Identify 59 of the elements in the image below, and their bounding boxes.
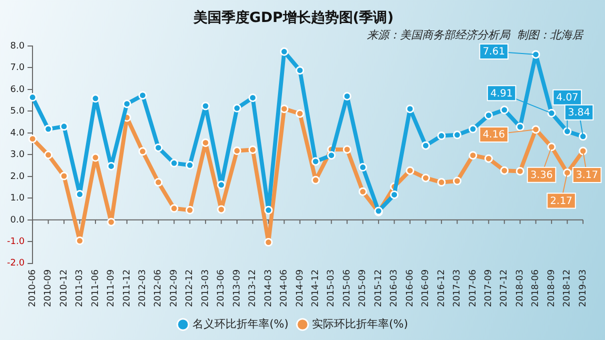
x-tick-label: 2013-06 <box>216 269 227 308</box>
data-label: 4.07 <box>556 92 578 104</box>
x-tick-label: 2011-03 <box>75 269 86 308</box>
x-tick-label: 2017-03 <box>452 269 463 308</box>
text: 0.0 <box>10 215 25 226</box>
x-tick-label: 2016-09 <box>421 269 432 308</box>
text: 5.0 <box>10 106 25 117</box>
text: 8.0 <box>10 41 25 52</box>
data-label: 3.84 <box>568 108 590 119</box>
x-tick-label: 2016-06 <box>405 269 416 308</box>
text: 3.0 <box>10 150 25 160</box>
data-label: 2.17 <box>550 196 572 207</box>
x-tick-label: 2015-03 <box>326 269 337 308</box>
text: -2.0 <box>7 258 25 269</box>
x-tick-label: 2012-06 <box>154 269 164 308</box>
text: 6.0 <box>10 84 25 95</box>
x-tick-label: 2012-12 <box>185 269 196 308</box>
text: 7.0 <box>10 63 25 74</box>
x-tick-label: 2018-06 <box>531 269 542 308</box>
x-tick-label: 2019-03 <box>578 269 588 308</box>
legend-label: 实际环比折年率(%) <box>312 317 408 330</box>
x-tick-label: 2011-09 <box>106 269 117 308</box>
x-tick-label: 2013-03 <box>200 269 211 308</box>
x-tick-label: 2018-03 <box>515 269 526 308</box>
x-tick-label: 2016-12 <box>436 269 447 308</box>
x-tick-label: 2017-06 <box>468 269 478 308</box>
text: 4.0 <box>10 128 25 138</box>
x-tick-label: 2014-03 <box>264 269 274 308</box>
text: 2.0 <box>10 172 25 182</box>
legend-label: 名义环比折年率(%) <box>192 317 289 330</box>
text: 1.0 <box>10 194 25 204</box>
data-label: 7.61 <box>482 46 505 58</box>
x-tick-label: 2011-06 <box>90 269 101 308</box>
x-tick-label: 2018-12 <box>562 269 573 308</box>
x-tick-label: 2015-12 <box>374 269 384 308</box>
chart-title: 美国季度GDP增长趋势图(季调) <box>192 9 394 26</box>
x-tick-label: 2014-12 <box>310 269 321 308</box>
x-tick-label: 2010-09 <box>44 269 54 308</box>
data-label: 4.16 <box>482 130 505 141</box>
x-tick-label: 2012-09 <box>169 269 180 308</box>
x-tick-label: 2014-06 <box>280 269 290 308</box>
data-label: 3.36 <box>530 170 553 181</box>
x-tick-label: 2017-12 <box>500 269 510 308</box>
x-tick-label: 2018-09 <box>546 269 557 308</box>
x-tick-label: 2010-12 <box>59 269 70 308</box>
x-tick-label: 2015-06 <box>342 269 352 308</box>
x-tick-label: 2014-09 <box>295 269 306 308</box>
x-tick-label: 2016-03 <box>390 269 400 308</box>
x-tick-label: 2013-09 <box>232 269 242 308</box>
data-label: 3.17 <box>576 170 598 182</box>
data-label: 4.91 <box>490 88 513 100</box>
x-tick-label: 2017-09 <box>484 269 494 308</box>
x-tick-label: 2011-12 <box>122 269 132 308</box>
chart-subtitle: 来源：美国商务部经济分析局 制图：北海居 <box>367 28 584 42</box>
x-tick-label: 2013-12 <box>248 269 258 308</box>
x-tick-label: 2015-09 <box>358 269 368 308</box>
x-tick-label: 2012-03 <box>138 269 148 308</box>
x-tick-label: 2010-06 <box>28 269 38 308</box>
text: -1.0 <box>7 237 25 247</box>
